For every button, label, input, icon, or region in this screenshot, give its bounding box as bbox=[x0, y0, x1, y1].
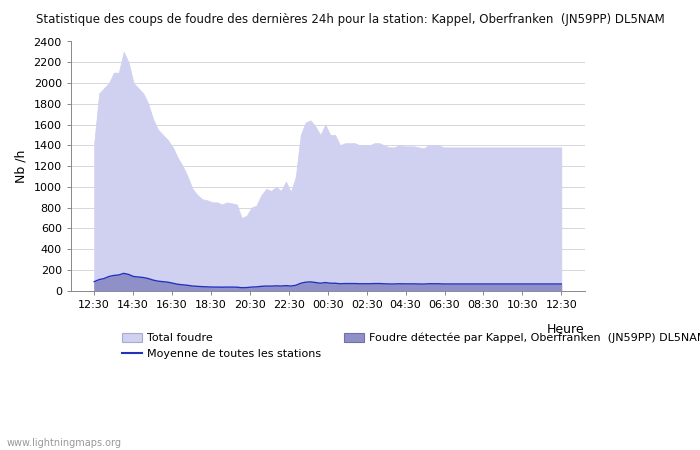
Text: Statistique des coups de foudre des dernières 24h pour la station: Kappel, Oberf: Statistique des coups de foudre des dern… bbox=[36, 14, 664, 27]
Y-axis label: Nb /h: Nb /h bbox=[15, 149, 28, 183]
Text: www.lightningmaps.org: www.lightningmaps.org bbox=[7, 438, 122, 448]
Text: Heure: Heure bbox=[547, 323, 584, 336]
Legend: Total foudre, Moyenne de toutes les stations, Foudre détectée par Kappel, Oberfr: Total foudre, Moyenne de toutes les stat… bbox=[118, 328, 700, 364]
